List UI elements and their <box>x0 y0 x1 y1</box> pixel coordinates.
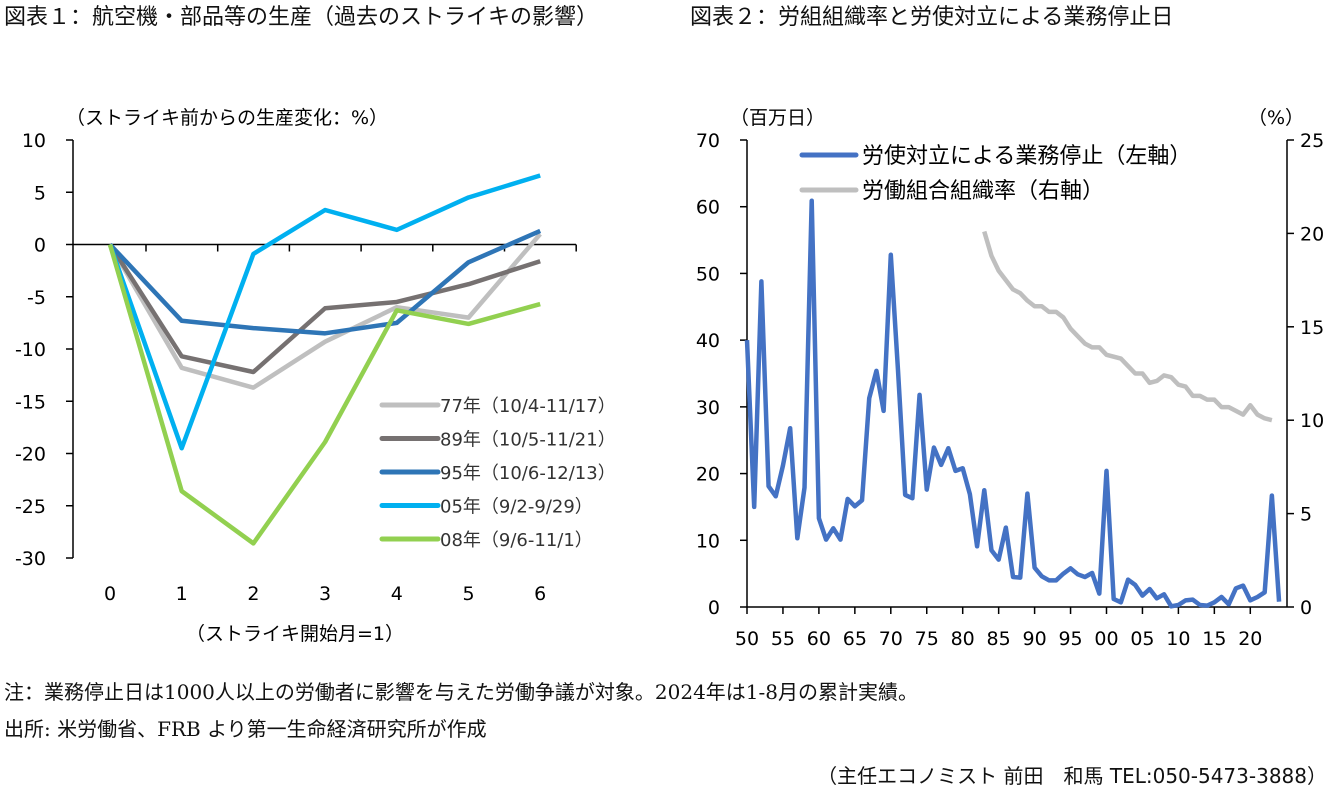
x-tick-label: 60 <box>807 628 831 650</box>
series-line-0 <box>108 232 542 390</box>
x-tick-label: 85 <box>987 628 1011 650</box>
series-line-0 <box>744 198 1282 609</box>
left-tick-label: 30 <box>696 397 720 419</box>
x-tick-label: 80 <box>951 628 975 650</box>
y-tick-label: 5 <box>34 182 46 204</box>
right-tick-label: 15 <box>1300 317 1324 339</box>
footnote: 注：業務停止日は1000人以上の労働者に影響を与えた労働争議が対象。2024年は… <box>4 680 919 704</box>
legend-label: 89年（10/5-11/21） <box>440 430 616 451</box>
y-tick-label: -5 <box>27 287 46 309</box>
x-tick-label: 00 <box>1094 628 1118 650</box>
legend-label: 77年（10/4-11/17） <box>440 396 616 417</box>
x-tick-label: 4 <box>391 583 403 605</box>
left-tick-label: 0 <box>708 597 720 619</box>
x-tick-label: 20 <box>1238 628 1262 650</box>
legend-label: 08年（9/6-11/1） <box>440 530 593 551</box>
x-tick-label: 6 <box>534 583 546 605</box>
x-tick-label: 15 <box>1202 628 1226 650</box>
legend-label: 労働組合組織率（右軸） <box>862 179 1104 204</box>
chart1-title: 図表１：航空機・部品等の生産（過去のストライキの影響） <box>4 5 599 30</box>
right-tick-label: 5 <box>1300 504 1312 526</box>
legend-label: 労使対立による業務停止（左軸） <box>862 144 1191 169</box>
x-tick-label: 65 <box>843 628 867 650</box>
left-tick-label: 40 <box>696 330 720 352</box>
x-tick-label: 2 <box>247 583 259 605</box>
right-tick-label: 10 <box>1300 410 1324 432</box>
x-tick-label: 3 <box>319 583 331 605</box>
right-tick-label: 25 <box>1300 130 1324 152</box>
x-tick-label: 0 <box>104 583 116 605</box>
production-chart: （ストライキ前からの生産変化：%） 10 5 0 -5 -10 -15 -20 -25 -30 0 1… <box>15 107 616 645</box>
series-line-1 <box>108 243 541 375</box>
y-tick-label: -20 <box>15 444 46 466</box>
y-axis-label: （ストライキ前からの生産変化：%） <box>66 107 388 129</box>
left-tick-label: 20 <box>696 464 720 486</box>
left-axis-unit: （百万日） <box>730 107 825 129</box>
right-axis-unit: （%） <box>1248 107 1304 129</box>
x-tick-label: 95 <box>1058 628 1082 650</box>
series-line-2 <box>108 228 542 336</box>
series-line-1 <box>982 230 1273 423</box>
y-tick-label: -15 <box>15 391 46 413</box>
y-tick-label: 10 <box>22 130 46 152</box>
left-tick-label: 10 <box>696 530 720 552</box>
x-tick-label: 50 <box>735 628 759 650</box>
x-axis-label: （ストライキ開始月=1） <box>186 623 404 645</box>
left-tick-label: 70 <box>696 130 720 152</box>
series-line-4 <box>107 243 541 546</box>
y-tick-label: -30 <box>15 548 46 570</box>
author-credit: （主任エコノミスト 前田 和馬 TEL:050-5473-3888） <box>817 764 1327 788</box>
left-tick-label: 50 <box>696 263 720 285</box>
left-tick-label: 60 <box>696 197 720 219</box>
legend-label: 05年（9/2-9/29） <box>440 497 593 518</box>
right-tick-label: 20 <box>1300 223 1324 245</box>
x-tick-label: 10 <box>1166 628 1190 650</box>
x-tick-label: 90 <box>1023 628 1047 650</box>
legend-label: 95年（10/6-12/13） <box>440 463 616 484</box>
y-tick-label: 0 <box>34 235 46 257</box>
series-line-3 <box>107 173 541 451</box>
x-tick-label: 75 <box>915 628 939 650</box>
x-tick-label: 5 <box>462 583 474 605</box>
x-tick-label: 70 <box>879 628 903 650</box>
y-tick-label: -25 <box>15 496 46 518</box>
x-tick-label: 55 <box>771 628 795 650</box>
x-tick-label: 1 <box>176 583 188 605</box>
x-tick-label: 05 <box>1130 628 1154 650</box>
source-note: 出所: 米労働省、FRB より第一生命経済研究所が作成 <box>4 717 487 741</box>
y-tick-label: -10 <box>15 339 46 361</box>
right-tick-label: 0 <box>1300 597 1312 619</box>
chart2-title: 図表２：労組組織率と労使対立による業務停止日 <box>690 5 1174 30</box>
